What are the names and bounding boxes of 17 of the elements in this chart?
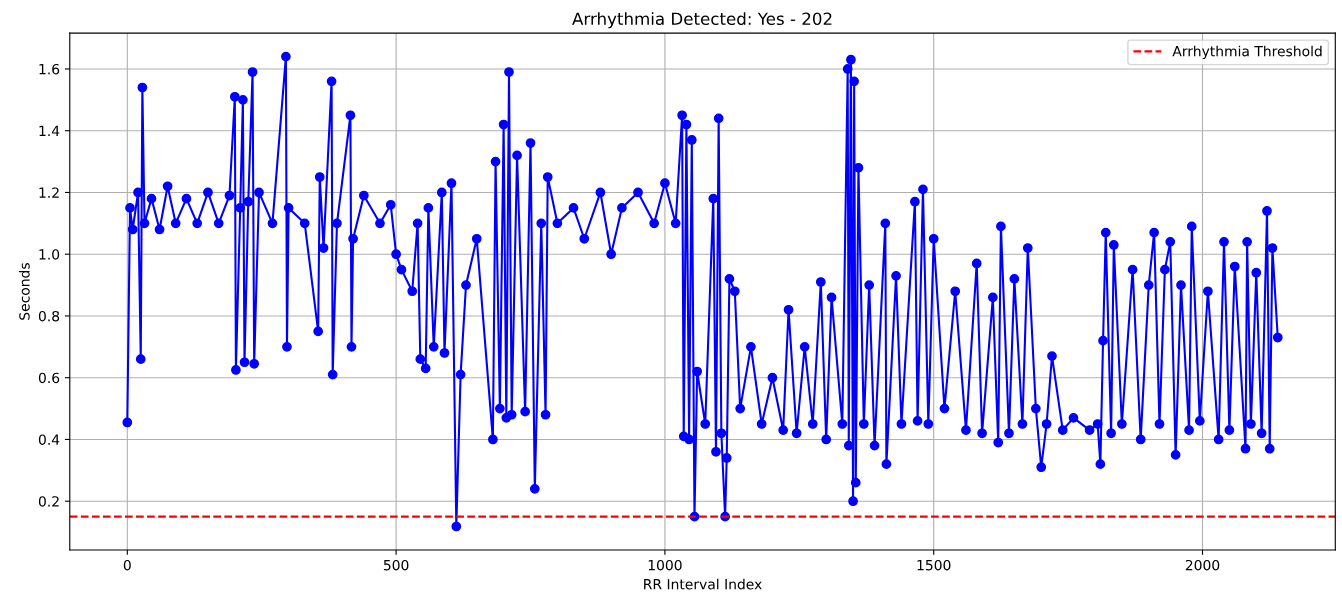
chart-title: Arrhythmia Detected: Yes - 202 [572, 12, 832, 29]
y-tick-label: 1.6 [39, 63, 60, 75]
x-tick-label: 2000 [1185, 559, 1220, 571]
y-tick-label: 0.2 [38, 496, 59, 507]
x-tick-label: 500 [383, 559, 409, 571]
y-tick-label: 0.6 [38, 372, 60, 384]
x-tick-label: 0 [123, 559, 131, 571]
y-tick-label: 1.0 [39, 249, 60, 260]
legend-label: Arrhythmia Threshold [1172, 45, 1322, 60]
x-tick-label: 1000 [648, 559, 682, 571]
y-tick-label: 0.8 [38, 310, 60, 322]
x-axis-title: RR Interval Index [644, 578, 762, 590]
y-tick-label: 1.2 [39, 187, 59, 198]
y-tick-label: 0.4 [38, 434, 60, 445]
y-tick-label: 1.4 [39, 125, 60, 136]
y-axis-title: Seconds [18, 263, 30, 320]
x-tick-label: 1500 [917, 559, 951, 571]
